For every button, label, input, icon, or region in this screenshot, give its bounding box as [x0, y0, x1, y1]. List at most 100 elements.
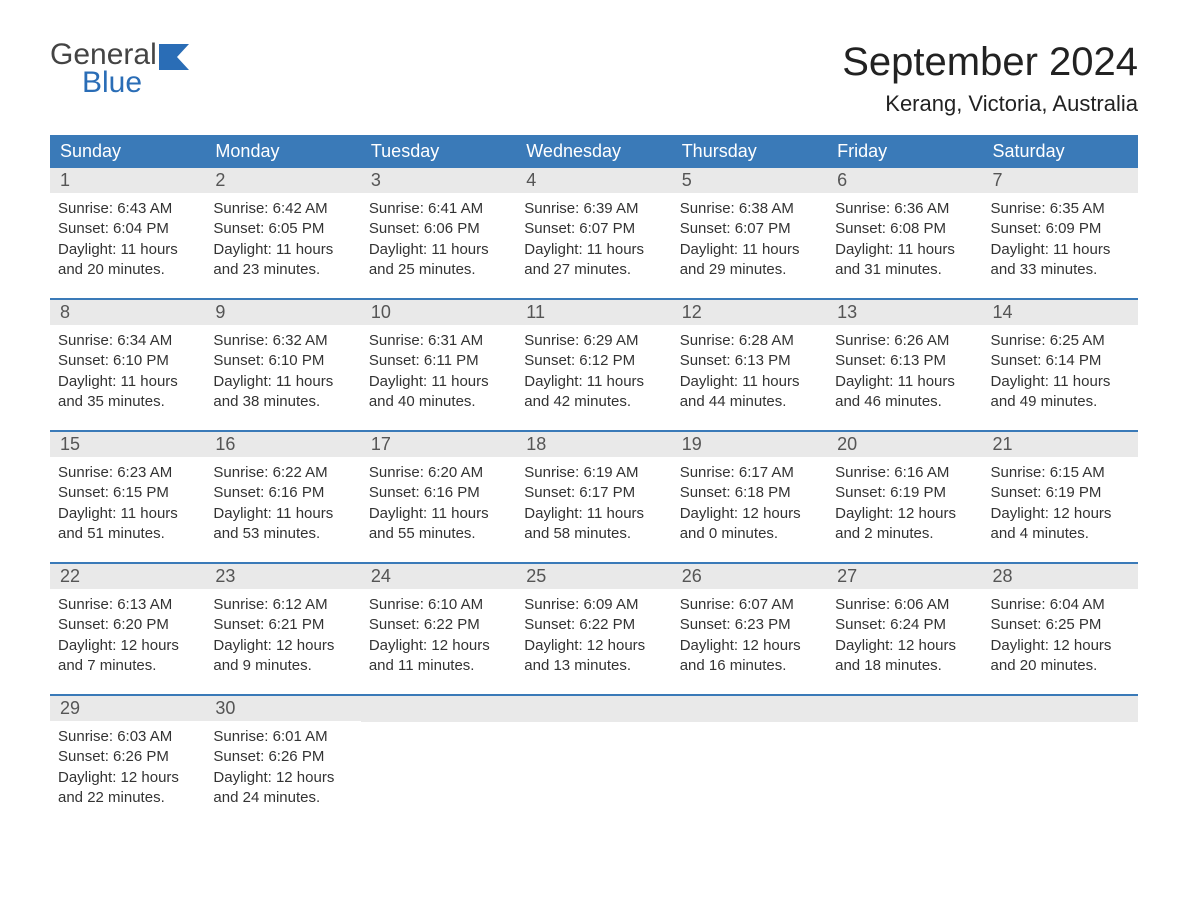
sunset-line: Sunset: 6:18 PM	[680, 483, 819, 503]
sunset-line: Sunset: 6:19 PM	[991, 483, 1130, 503]
sunrise-line: Sunrise: 6:06 AM	[835, 595, 974, 615]
day-cell-10: 10Sunrise: 6:31 AMSunset: 6:11 PMDayligh…	[361, 300, 516, 418]
sunrise-line: Sunrise: 6:43 AM	[58, 199, 197, 219]
day-header-thursday: Thursday	[672, 135, 827, 168]
daylight-line: Daylight: 11 hours and 31 minutes.	[835, 240, 974, 281]
day-content: Sunrise: 6:10 AMSunset: 6:22 PMDaylight:…	[361, 589, 516, 680]
sunset-line: Sunset: 6:04 PM	[58, 219, 197, 239]
week-row: 29Sunrise: 6:03 AMSunset: 6:26 PMDayligh…	[50, 694, 1138, 814]
sunset-line: Sunset: 6:16 PM	[369, 483, 508, 503]
day-content: Sunrise: 6:22 AMSunset: 6:16 PMDaylight:…	[205, 457, 360, 548]
day-content: Sunrise: 6:31 AMSunset: 6:11 PMDaylight:…	[361, 325, 516, 416]
daylight-line: Daylight: 11 hours and 44 minutes.	[680, 372, 819, 413]
day-content: Sunrise: 6:17 AMSunset: 6:18 PMDaylight:…	[672, 457, 827, 548]
day-cell-21: 21Sunrise: 6:15 AMSunset: 6:19 PMDayligh…	[983, 432, 1138, 550]
day-cell-25: 25 Sunrise: 6:09 AMSunset: 6:22 PMDayligh…	[516, 564, 671, 682]
header-row: General Blue September 2024 Kerang, Vict…	[50, 40, 1138, 117]
day-content: Sunrise: 6:39 AMSunset: 6:07 PMDaylight:…	[516, 193, 671, 284]
day-cell-30: 30Sunrise: 6:01 AMSunset: 6:26 PMDayligh…	[205, 696, 360, 814]
day-content: Sunrise: 6:04 AMSunset: 6:25 PMDaylight:…	[983, 589, 1138, 680]
sunset-line: Sunset: 6:25 PM	[991, 615, 1130, 635]
logo-text-bottom: Blue	[82, 68, 157, 98]
daylight-line: Daylight: 11 hours and 49 minutes.	[991, 372, 1130, 413]
day-number: 7	[983, 168, 1138, 193]
day-cell-empty	[516, 696, 671, 814]
day-content: Sunrise: 6:13 AMSunset: 6:20 PMDaylight:…	[50, 589, 205, 680]
daylight-line: Daylight: 11 hours and 55 minutes.	[369, 504, 508, 545]
daylight-line: Daylight: 12 hours and 2 minutes.	[835, 504, 974, 545]
day-number: 22	[50, 564, 205, 589]
logo-flag-icon	[159, 44, 197, 70]
daylight-line: Daylight: 12 hours and 13 minutes.	[524, 636, 663, 677]
daylight-line: Daylight: 12 hours and 20 minutes.	[991, 636, 1130, 677]
sunset-line: Sunset: 6:24 PM	[835, 615, 974, 635]
sunset-line: Sunset: 6:16 PM	[213, 483, 352, 503]
day-content: Sunrise: 6:06 AMSunset: 6:24 PMDaylight:…	[827, 589, 982, 680]
day-cell-4: 4Sunrise: 6:39 AMSunset: 6:07 PMDaylight…	[516, 168, 671, 286]
day-cell-8: 8Sunrise: 6:34 AMSunset: 6:10 PMDaylight…	[50, 300, 205, 418]
day-number: 6	[827, 168, 982, 193]
sunrise-line: Sunrise: 6:22 AM	[213, 463, 352, 483]
sunset-line: Sunset: 6:06 PM	[369, 219, 508, 239]
day-number: 24	[361, 564, 516, 589]
daylight-line: Daylight: 12 hours and 7 minutes.	[58, 636, 197, 677]
day-cell-27: 27Sunrise: 6:06 AMSunset: 6:24 PMDayligh…	[827, 564, 982, 682]
day-cell-14: 14Sunrise: 6:25 AMSunset: 6:14 PMDayligh…	[983, 300, 1138, 418]
day-number: 2	[205, 168, 360, 193]
day-number: 4	[516, 168, 671, 193]
daylight-line: Daylight: 11 hours and 20 minutes.	[58, 240, 197, 281]
day-content: Sunrise: 6:20 AMSunset: 6:16 PMDaylight:…	[361, 457, 516, 548]
sunrise-line: Sunrise: 6:16 AM	[835, 463, 974, 483]
day-number: 12	[672, 300, 827, 325]
weeks-container: 1Sunrise: 6:43 AMSunset: 6:04 PMDaylight…	[50, 168, 1138, 814]
day-cell-22: 22Sunrise: 6:13 AMSunset: 6:20 PMDayligh…	[50, 564, 205, 682]
sunset-line: Sunset: 6:21 PM	[213, 615, 352, 635]
day-number: 10	[361, 300, 516, 325]
day-content: Sunrise: 6:19 AMSunset: 6:17 PMDaylight:…	[516, 457, 671, 548]
day-number: 14	[983, 300, 1138, 325]
day-content: Sunrise: 6:25 AMSunset: 6:14 PMDaylight:…	[983, 325, 1138, 416]
day-number	[672, 696, 827, 722]
sunrise-line: Sunrise: 6:25 AM	[991, 331, 1130, 351]
day-number: 16	[205, 432, 360, 457]
sunrise-line: Sunrise: 6:17 AM	[680, 463, 819, 483]
day-content: Sunrise: 6:38 AMSunset: 6:07 PMDaylight:…	[672, 193, 827, 284]
day-cell-19: 19Sunrise: 6:17 AMSunset: 6:18 PMDayligh…	[672, 432, 827, 550]
daylight-line: Daylight: 11 hours and 25 minutes.	[369, 240, 508, 281]
sunrise-line: Sunrise: 6:34 AM	[58, 331, 197, 351]
daylight-line: Daylight: 11 hours and 38 minutes.	[213, 372, 352, 413]
day-cell-6: 6Sunrise: 6:36 AMSunset: 6:08 PMDaylight…	[827, 168, 982, 286]
day-cell-17: 17Sunrise: 6:20 AMSunset: 6:16 PMDayligh…	[361, 432, 516, 550]
day-cell-empty	[983, 696, 1138, 814]
sunrise-line: Sunrise: 6:39 AM	[524, 199, 663, 219]
daylight-line: Daylight: 12 hours and 4 minutes.	[991, 504, 1130, 545]
day-content: Sunrise: 6:42 AMSunset: 6:05 PMDaylight:…	[205, 193, 360, 284]
sunrise-line: Sunrise: 6:04 AM	[991, 595, 1130, 615]
sunrise-line: Sunrise: 6:41 AM	[369, 199, 508, 219]
day-header-sunday: Sunday	[50, 135, 205, 168]
day-number: 25	[516, 564, 671, 589]
day-content: Sunrise: 6:32 AMSunset: 6:10 PMDaylight:…	[205, 325, 360, 416]
day-cell-18: 18Sunrise: 6:19 AMSunset: 6:17 PMDayligh…	[516, 432, 671, 550]
day-number: 11	[516, 300, 671, 325]
daylight-line: Daylight: 12 hours and 11 minutes.	[369, 636, 508, 677]
daylight-line: Daylight: 12 hours and 24 minutes.	[213, 768, 352, 809]
sunset-line: Sunset: 6:17 PM	[524, 483, 663, 503]
sunrise-line: Sunrise: 6:09 AM	[524, 595, 663, 615]
sunrise-line: Sunrise: 6:07 AM	[680, 595, 819, 615]
day-content: Sunrise: 6:01 AMSunset: 6:26 PMDaylight:…	[205, 721, 360, 812]
sunset-line: Sunset: 6:22 PM	[524, 615, 663, 635]
sunrise-line: Sunrise: 6:20 AM	[369, 463, 508, 483]
day-content: Sunrise: 6:41 AMSunset: 6:06 PMDaylight:…	[361, 193, 516, 284]
day-cell-12: 12Sunrise: 6:28 AMSunset: 6:13 PMDayligh…	[672, 300, 827, 418]
sunset-line: Sunset: 6:13 PM	[680, 351, 819, 371]
sunset-line: Sunset: 6:15 PM	[58, 483, 197, 503]
sunset-line: Sunset: 6:26 PM	[213, 747, 352, 767]
sunrise-line: Sunrise: 6:42 AM	[213, 199, 352, 219]
sunrise-line: Sunrise: 6:26 AM	[835, 331, 974, 351]
day-content: Sunrise: 6:23 AMSunset: 6:15 PMDaylight:…	[50, 457, 205, 548]
day-content: Sunrise: 6:29 AMSunset: 6:12 PMDaylight:…	[516, 325, 671, 416]
day-number: 3	[361, 168, 516, 193]
daylight-line: Daylight: 12 hours and 0 minutes.	[680, 504, 819, 545]
daylight-line: Daylight: 11 hours and 42 minutes.	[524, 372, 663, 413]
